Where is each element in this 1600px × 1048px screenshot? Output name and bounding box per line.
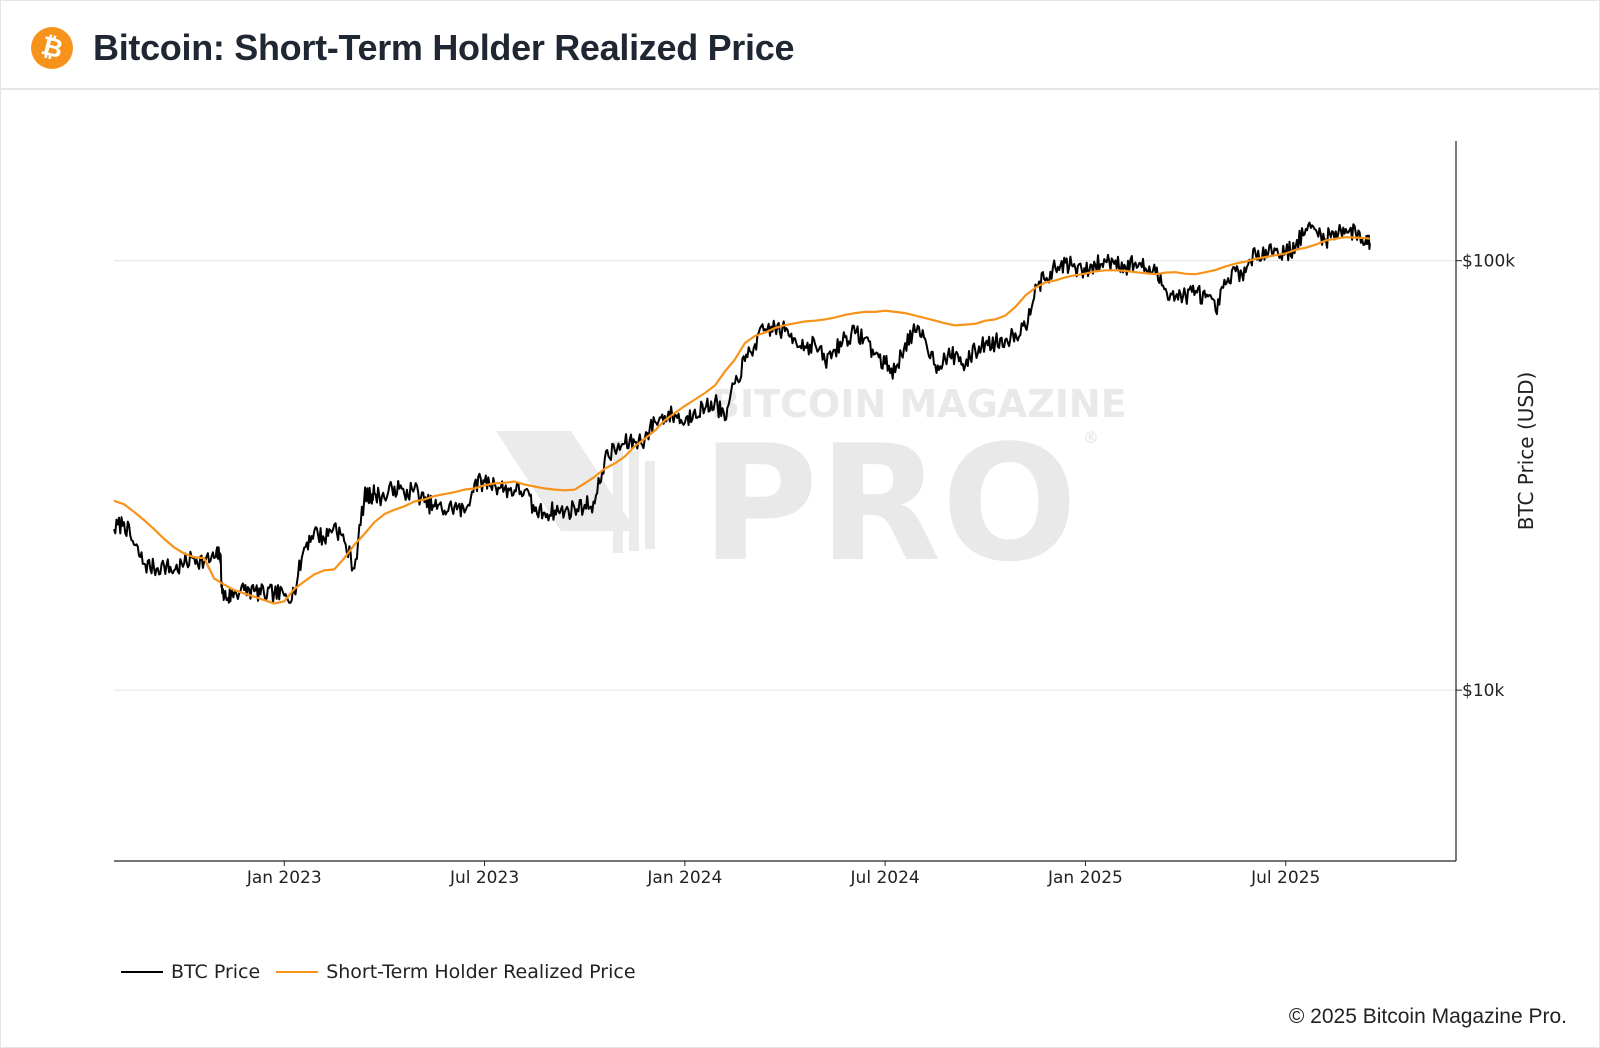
legend-label-btc: BTC Price	[171, 961, 261, 983]
x-tick-label-3: Jul 2024	[850, 868, 920, 888]
bitcoin-logo-icon: ₿	[31, 27, 73, 69]
legend-item-sth-realized-price[interactable]: Short-Term Holder Realized Price	[276, 961, 636, 983]
copyright-text: © 2025 Bitcoin Magazine Pro.	[1288, 1005, 1567, 1028]
watermark: BITCOIN MAGAZINE PRO ®	[496, 382, 1127, 597]
btc-price-line	[113, 221, 1371, 604]
legend-item-btc-price[interactable]: BTC Price	[121, 961, 260, 983]
x-tick-label-4: Jan 2025	[1047, 868, 1123, 888]
y-axis-title: BTC Price (USD)	[1514, 372, 1538, 531]
y-tick-label-0: $100k	[1462, 252, 1515, 272]
sth-realized-price-line	[113, 236, 1371, 605]
legend: BTC Price Short-Term Holder Realized Pri…	[121, 961, 652, 983]
legend-swatch-sth	[276, 971, 319, 973]
chart-header: ₿ Bitcoin: Short-Term Holder Realized Pr…	[1, 1, 1599, 90]
y-tick-label-1: $10k	[1462, 681, 1504, 701]
legend-label-sth: Short-Term Holder Realized Price	[326, 961, 636, 983]
gridlines	[114, 260, 1456, 691]
chart-plot: BITCOIN MAGAZINE PRO ® $100k $10k Jan 2023…	[113, 141, 1538, 888]
x-tick-label-0: Jan 2023	[246, 868, 322, 888]
x-tick-label-2: Jan 2024	[646, 868, 722, 888]
x-tick-label-5: Jul 2025	[1250, 868, 1320, 888]
watermark-mark-text: ®	[1083, 428, 1099, 447]
chart-title: Bitcoin: Short-Term Holder Realized Pric…	[93, 27, 795, 68]
legend-swatch-btc	[121, 971, 163, 973]
bitcoin-logo-glyph: ₿	[38, 30, 66, 66]
watermark-main-text: PRO	[701, 410, 1077, 597]
x-tick-label-1: Jul 2023	[449, 868, 519, 888]
watermark-top-text: BITCOIN MAGAZINE	[711, 382, 1127, 426]
axes: $100k $10k Jan 2023 Jul 2023 Jan 2024 Jul 202…	[114, 141, 1515, 888]
series-layer	[113, 221, 1371, 605]
